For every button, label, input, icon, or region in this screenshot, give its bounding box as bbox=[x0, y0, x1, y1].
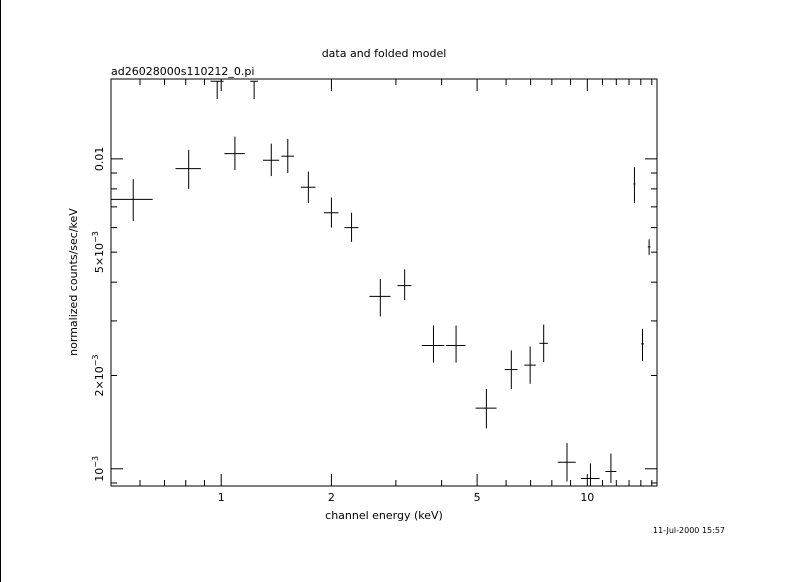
data-point bbox=[641, 328, 644, 361]
y-tick-label-base: 10 bbox=[93, 468, 106, 482]
data-point bbox=[524, 346, 536, 384]
data-point bbox=[504, 350, 518, 389]
timestamp: 11-Jul-2000 15:57 bbox=[653, 526, 725, 535]
data-point bbox=[210, 80, 224, 100]
data-point bbox=[224, 136, 245, 171]
data-point bbox=[445, 325, 466, 363]
data-point bbox=[633, 167, 636, 204]
y-tick-label-exponent: −3 bbox=[91, 456, 100, 468]
data-point bbox=[369, 278, 391, 317]
y-tick-label-base: 0.01 bbox=[93, 147, 106, 172]
data-point bbox=[281, 138, 294, 174]
x-tick-label: 1 bbox=[218, 491, 225, 504]
plot-frame bbox=[110, 78, 658, 487]
y-tick-label-exponent: −3 bbox=[91, 231, 100, 243]
y-axis: 10−32×10−35×10−30.01 bbox=[91, 147, 657, 484]
data-point bbox=[344, 212, 359, 242]
data-point bbox=[557, 443, 576, 482]
data-point bbox=[300, 171, 316, 204]
y-tick-label: 0.01 bbox=[93, 147, 106, 172]
chart-title: data and folded model bbox=[322, 47, 447, 60]
x-axis-label: channel energy (keV) bbox=[325, 509, 443, 522]
y-tick-label-exponent: −3 bbox=[91, 354, 100, 366]
data-point bbox=[397, 269, 412, 301]
data-point bbox=[324, 197, 339, 228]
x-tick-label: 5 bbox=[474, 491, 481, 504]
data-point bbox=[421, 325, 445, 363]
data-point bbox=[111, 179, 153, 222]
x-tick-label: 2 bbox=[328, 491, 335, 504]
x-tick-label: 10 bbox=[580, 491, 594, 504]
y-tick-label-base: 2×10 bbox=[93, 366, 106, 396]
data-series bbox=[111, 80, 651, 486]
y-tick-label: 5×10−3 bbox=[91, 231, 106, 273]
y-axis-label: normalized counts/sec/keV bbox=[67, 208, 80, 356]
data-point bbox=[539, 324, 548, 363]
data-point bbox=[647, 239, 651, 255]
y-tick-label: 10−3 bbox=[91, 456, 106, 482]
x-axis: 1 2 5 10 bbox=[110, 79, 653, 504]
data-point bbox=[475, 388, 497, 429]
left-border bbox=[0, 0, 1, 582]
data-point bbox=[262, 143, 280, 177]
data-point bbox=[605, 453, 617, 483]
data-point bbox=[175, 149, 201, 189]
data-point bbox=[250, 80, 258, 100]
y-tick-label-base: 5×10 bbox=[93, 243, 106, 273]
y-tick-label: 2×10−3 bbox=[91, 354, 106, 396]
chart-subtitle: ad26028000s110212_0.pi bbox=[111, 65, 254, 78]
data-point bbox=[580, 463, 600, 486]
